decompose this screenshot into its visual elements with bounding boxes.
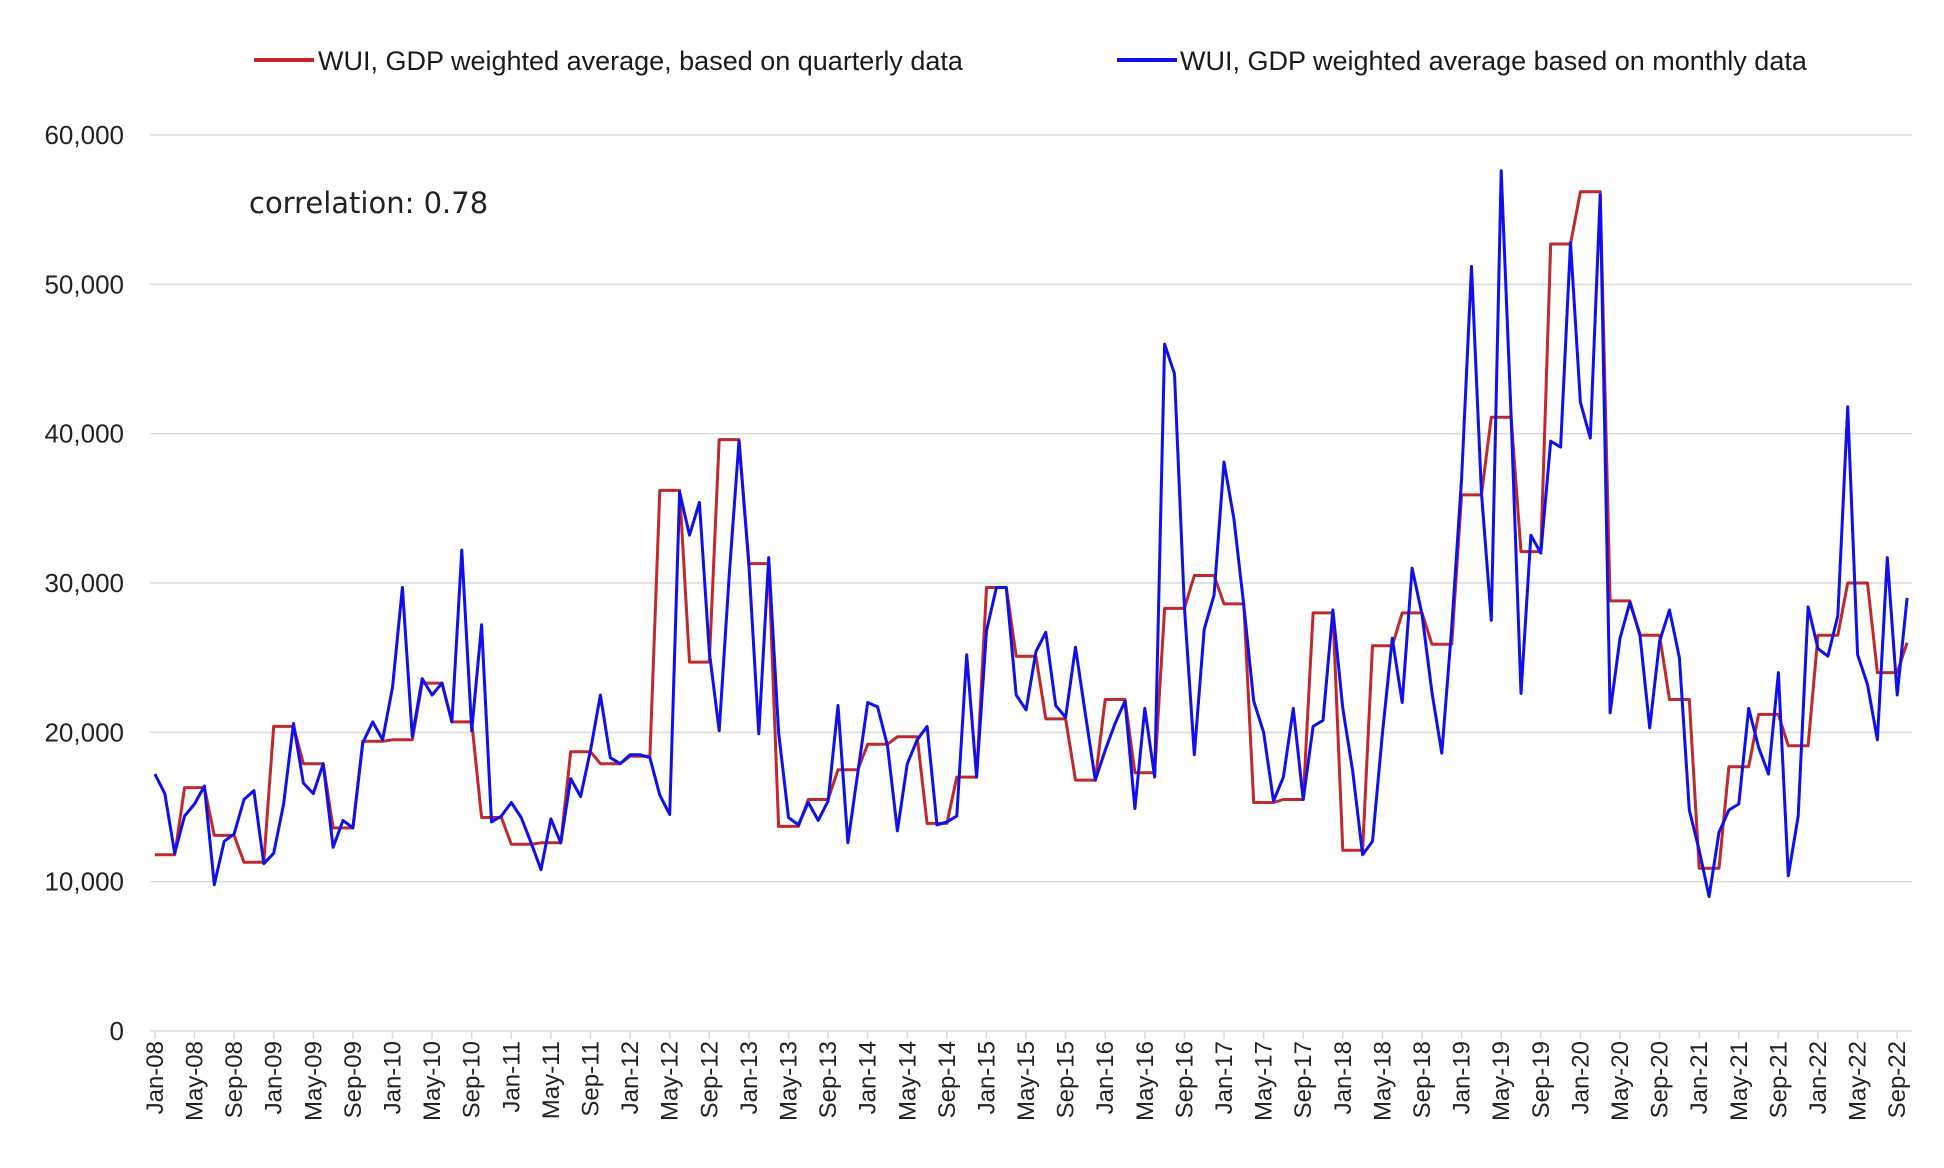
gridlines xyxy=(150,134,1912,1032)
y-tick-label: 40,000 xyxy=(44,419,124,449)
y-tick-label: 60,000 xyxy=(44,120,124,150)
x-tick-label: May-20 xyxy=(1607,1041,1634,1121)
x-tick-label: May-09 xyxy=(300,1041,327,1121)
x-tick-label: Sep-12 xyxy=(696,1041,723,1118)
x-tick-label: Jan-09 xyxy=(261,1041,288,1114)
x-tick-label: May-16 xyxy=(1132,1041,1159,1121)
x-tick-label: May-15 xyxy=(1013,1041,1040,1121)
x-tick-label: May-10 xyxy=(419,1041,446,1121)
x-tick-label: Sep-09 xyxy=(340,1041,367,1118)
x-tick-label: May-22 xyxy=(1845,1041,1872,1121)
legend-label-monthly: WUI, GDP weighted average based on month… xyxy=(1180,46,1808,76)
x-tick-label: Sep-18 xyxy=(1409,1041,1436,1118)
x-tick-label: Jan-18 xyxy=(1330,1041,1357,1114)
y-tick-label: 30,000 xyxy=(44,568,124,598)
x-tick-label: May-19 xyxy=(1488,1041,1515,1121)
x-tick-label: Jan-08 xyxy=(142,1041,169,1114)
x-tick-label: Sep-17 xyxy=(1290,1041,1317,1118)
x-axis-ticks: Jan-08 May-08 Sep-08 Jan-09 May-09 Sep-09 Jan-… xyxy=(142,1031,1911,1121)
x-tick-label: Sep-15 xyxy=(1053,1041,1080,1118)
x-tick-label: May-13 xyxy=(775,1041,802,1121)
x-tick-label: Sep-14 xyxy=(934,1041,961,1118)
x-tick-label: Jan-17 xyxy=(1211,1041,1238,1114)
x-tick-label: Jan-22 xyxy=(1805,1041,1832,1114)
x-tick-label: Jan-20 xyxy=(1567,1041,1594,1114)
x-tick-label: Sep-20 xyxy=(1647,1041,1674,1118)
x-tick-label: Sep-22 xyxy=(1884,1041,1911,1118)
x-tick-label: May-17 xyxy=(1251,1041,1278,1121)
y-tick-label: 10,000 xyxy=(44,867,124,897)
correlation-annotation: correlation: 0.78 xyxy=(249,186,488,220)
x-tick-label: Jan-11 xyxy=(498,1041,525,1113)
x-tick-label: May-12 xyxy=(657,1041,684,1121)
legend: WUI, GDP weighted average, based on quar… xyxy=(254,46,1808,76)
y-tick-label: 0 xyxy=(110,1016,124,1046)
y-tick-label: 20,000 xyxy=(44,717,124,747)
x-tick-label: May-14 xyxy=(894,1041,921,1121)
x-tick-label: Jan-16 xyxy=(1092,1041,1119,1114)
series-line-monthly xyxy=(153,169,1909,899)
x-tick-label: May-21 xyxy=(1726,1041,1753,1121)
x-tick-label: Jan-19 xyxy=(1449,1041,1476,1114)
x-tick-label: Jan-12 xyxy=(617,1041,644,1114)
x-tick-label: Sep-10 xyxy=(459,1041,486,1118)
x-tick-label: Sep-16 xyxy=(1171,1041,1198,1118)
x-tick-label: May-18 xyxy=(1369,1041,1396,1121)
x-tick-label: Jan-13 xyxy=(736,1041,763,1114)
x-tick-label: Sep-08 xyxy=(221,1041,248,1118)
x-tick-label: May-08 xyxy=(182,1041,209,1121)
x-tick-label: Sep-19 xyxy=(1528,1041,1555,1118)
x-tick-label: Sep-13 xyxy=(815,1041,842,1118)
series-line-quarterly xyxy=(154,190,1909,870)
x-tick-label: Sep-11 xyxy=(578,1041,605,1117)
x-tick-label: Jan-10 xyxy=(380,1041,407,1114)
series-lines xyxy=(153,169,1909,899)
x-tick-label: Jan-15 xyxy=(973,1041,1000,1114)
x-tick-label: Jan-14 xyxy=(855,1041,882,1114)
y-axis-ticks: 0 10,000 20,000 30,000 40,000 50,000 60,000 xyxy=(44,120,124,1046)
legend-label-quarterly: WUI, GDP weighted average, based on quar… xyxy=(318,46,964,76)
y-tick-label: 50,000 xyxy=(44,269,124,299)
x-tick-label: May-11 xyxy=(538,1041,565,1119)
x-tick-label: Jan-21 xyxy=(1686,1041,1713,1114)
x-tick-label: Sep-21 xyxy=(1765,1041,1792,1118)
